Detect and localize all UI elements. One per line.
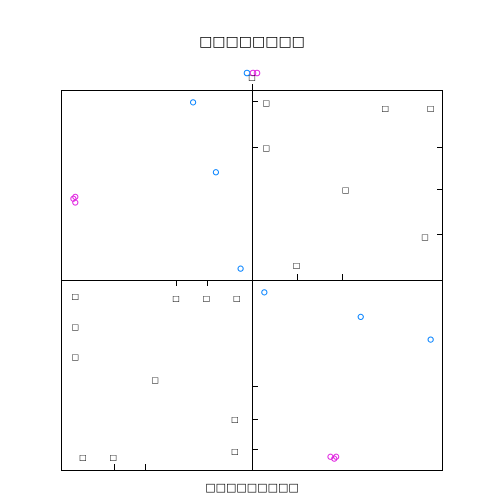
tick-glyph-label: □ [151,375,159,384]
data-point [427,336,434,343]
data-point [333,453,340,460]
legend-point [249,69,257,77]
data-point [72,193,79,200]
tick-glyph-label: □ [262,98,270,107]
panel-frame-top-left [61,90,253,281]
tick-glyph-label: □ [421,233,429,242]
panel-frame-bottom-right [252,280,443,471]
tick-glyph-label: □ [231,447,239,456]
tick-glyph-label: □ [72,292,80,301]
data-point [331,455,338,462]
axis-ticks [114,84,443,470]
tick-glyph-label: □ [382,104,390,113]
tick-glyph-label: □ [233,294,241,303]
tick-glyph-label: □ [172,294,180,303]
legend: □ [243,69,261,82]
tick-glyph-label: □ [110,453,118,462]
data-point [237,265,244,272]
tick-glyph-label: □ [72,322,80,331]
legend-point [253,69,261,77]
data-point [190,99,197,106]
tick-glyph-label: □ [231,415,239,424]
plot-marks: □ □ □ □ □ □ □ □ □ □ □ □ □ □ □ □ □ □ [70,98,435,462]
tick-glyph-label: □ [427,104,435,113]
data-point [357,313,364,321]
x-axis-label: □□□□□□□□□ [205,481,299,494]
data-point [261,289,268,296]
legend-glyph: □ [248,73,256,82]
scatter-matrix-panels: □ □ □ □ □ □ □ □ □ □ □ □ □ □ □ □ □ □ [61,84,443,471]
tick-glyph-label: □ [262,144,270,153]
tick-glyph-label: □ [79,453,87,462]
tick-glyph-label: □ [342,185,350,194]
data-point [212,169,219,176]
chart-title: □□□□□□□□ [199,34,305,50]
tick-glyph-label: □ [72,353,80,362]
tick-glyph-label: □ [293,261,301,270]
tick-glyph-label: □ [203,294,211,303]
